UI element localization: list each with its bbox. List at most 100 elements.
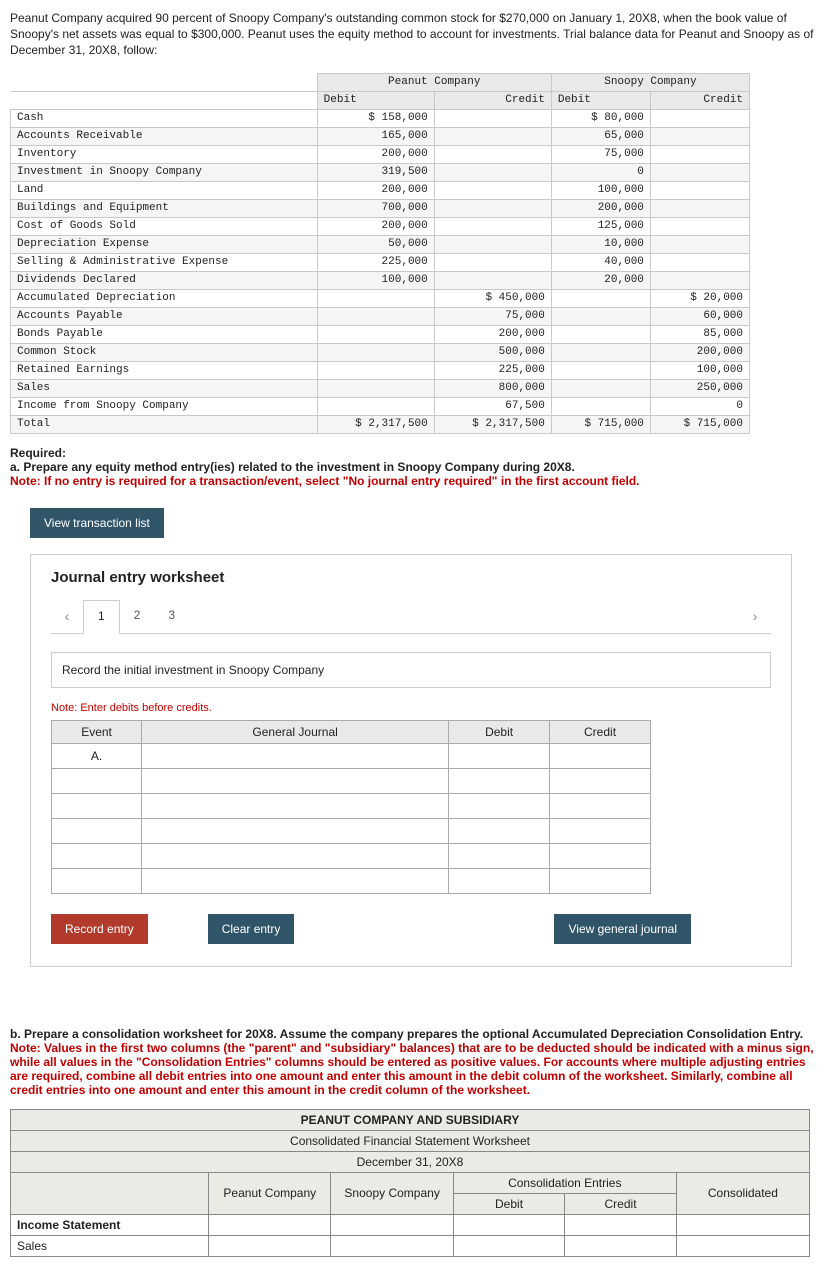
problem-intro: Peanut Company acquired 90 percent of Sn…	[10, 10, 821, 59]
col-debit: Debit	[449, 720, 550, 743]
tb-c1: 200,000	[434, 325, 551, 343]
row-sales: Sales	[11, 1235, 209, 1256]
tb-c1	[434, 109, 551, 127]
tb-c2	[650, 253, 749, 271]
debit-input[interactable]	[449, 818, 550, 843]
account-input[interactable]	[142, 868, 449, 893]
total-label: Total	[11, 415, 318, 433]
tb-c1	[434, 145, 551, 163]
tb-c2	[650, 217, 749, 235]
credit-input[interactable]	[550, 843, 651, 868]
account-input[interactable]	[142, 843, 449, 868]
tb-row-label: Accumulated Depreciation	[11, 289, 318, 307]
part-a-note: Note: If no entry is required for a tran…	[10, 474, 640, 488]
consolidation-worksheet: PEANUT COMPANY AND SUBSIDIARY Consolidat…	[10, 1109, 810, 1257]
tb-row-label: Cost of Goods Sold	[11, 217, 318, 235]
col-snoopy: Snoopy Company	[331, 1172, 453, 1214]
tb-c1	[434, 253, 551, 271]
tb-d2	[551, 325, 650, 343]
credit-input[interactable]	[550, 743, 651, 768]
cons-title-3: December 31, 20X8	[11, 1151, 810, 1172]
credit-input[interactable]	[550, 868, 651, 893]
tb-row-label: Income from Snoopy Company	[11, 397, 318, 415]
journal-entry-table: Event General Journal Debit Credit A.	[51, 720, 651, 894]
part-b-section: b. Prepare a consolidation worksheet for…	[10, 1027, 821, 1097]
cell-input[interactable]	[453, 1235, 565, 1256]
tb-c2	[650, 271, 749, 289]
tb-c1: $ 450,000	[434, 289, 551, 307]
tab-2[interactable]: 2	[120, 600, 155, 632]
tb-row-label: Selling & Administrative Expense	[11, 253, 318, 271]
cell-input[interactable]	[209, 1235, 331, 1256]
tb-d1: 165,000	[317, 127, 434, 145]
col-peanut: Peanut Company	[209, 1172, 331, 1214]
debit-input[interactable]	[449, 743, 550, 768]
col-credit-2: Credit	[650, 91, 749, 109]
cell-input[interactable]	[565, 1235, 677, 1256]
tb-row-label: Land	[11, 181, 318, 199]
prev-tab-icon[interactable]: ‹	[51, 602, 83, 630]
tb-d2	[551, 307, 650, 325]
tb-d2: 40,000	[551, 253, 650, 271]
tb-d1: 100,000	[317, 271, 434, 289]
tb-d2: 125,000	[551, 217, 650, 235]
tb-c2: 60,000	[650, 307, 749, 325]
tb-d1: 225,000	[317, 253, 434, 271]
account-input[interactable]	[142, 818, 449, 843]
debit-input[interactable]	[449, 868, 550, 893]
tb-d2	[551, 379, 650, 397]
tb-d2: $ 80,000	[551, 109, 650, 127]
total-c2: $ 715,000	[650, 415, 749, 433]
tb-d2: 20,000	[551, 271, 650, 289]
credit-input[interactable]	[550, 768, 651, 793]
tab-3[interactable]: 3	[154, 600, 189, 632]
col-credit-1: Credit	[434, 91, 551, 109]
tb-row-label: Dividends Declared	[11, 271, 318, 289]
tb-c1: 67,500	[434, 397, 551, 415]
account-input[interactable]	[142, 768, 449, 793]
tb-d2: 75,000	[551, 145, 650, 163]
tb-c2: 0	[650, 397, 749, 415]
trial-balance-table: Peanut Company Snoopy Company Debit Cred…	[10, 73, 750, 434]
tb-d1	[317, 307, 434, 325]
tb-row-label: Cash	[11, 109, 318, 127]
tb-c1	[434, 217, 551, 235]
debit-input[interactable]	[449, 768, 550, 793]
tb-c1: 500,000	[434, 343, 551, 361]
tb-d1: 319,500	[317, 163, 434, 181]
record-entry-button[interactable]: Record entry	[51, 914, 148, 944]
tab-1[interactable]: 1	[83, 600, 120, 634]
cell-input[interactable]	[331, 1235, 453, 1256]
tb-c2	[650, 181, 749, 199]
tb-c1	[434, 163, 551, 181]
worksheet-title: Journal entry worksheet	[51, 569, 771, 586]
cons-title-1: PEANUT COMPANY AND SUBSIDIARY	[11, 1109, 810, 1130]
clear-entry-button[interactable]: Clear entry	[208, 914, 295, 944]
tb-d2: 100,000	[551, 181, 650, 199]
col-consolidated: Consolidated	[676, 1172, 809, 1214]
col-credit: Credit	[550, 720, 651, 743]
cell-input[interactable]	[676, 1235, 809, 1256]
col-event: Event	[52, 720, 142, 743]
debit-input[interactable]	[449, 843, 550, 868]
next-tab-icon[interactable]: ›	[739, 602, 771, 630]
part-b-note: Note: Values in the first two columns (t…	[10, 1041, 814, 1097]
tb-c2: 100,000	[650, 361, 749, 379]
tb-d1	[317, 325, 434, 343]
credit-input[interactable]	[550, 818, 651, 843]
required-section: Required: a. Prepare any equity method e…	[10, 446, 821, 488]
view-general-journal-button[interactable]: View general journal	[554, 914, 691, 944]
tb-c1	[434, 235, 551, 253]
credit-input[interactable]	[550, 793, 651, 818]
tb-d1	[317, 379, 434, 397]
tb-c1	[434, 271, 551, 289]
tb-d1	[317, 361, 434, 379]
tb-row-label: Accounts Payable	[11, 307, 318, 325]
view-transaction-list-button[interactable]: View transaction list	[30, 508, 164, 538]
tb-row-label: Sales	[11, 379, 318, 397]
account-input[interactable]	[142, 743, 449, 768]
account-input[interactable]	[142, 793, 449, 818]
col-general-journal: General Journal	[142, 720, 449, 743]
debit-input[interactable]	[449, 793, 550, 818]
tb-d1	[317, 343, 434, 361]
